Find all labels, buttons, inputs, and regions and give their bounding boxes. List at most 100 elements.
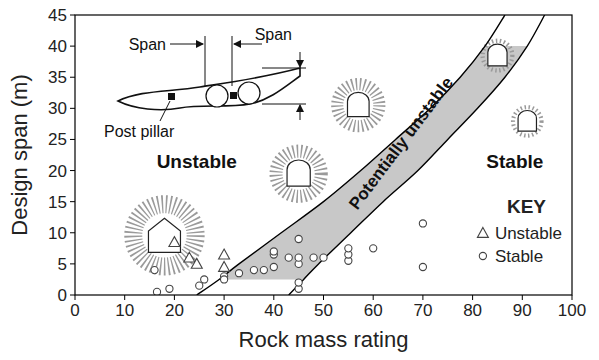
- y-tick: [70, 232, 75, 233]
- dimension-line: [205, 36, 206, 86]
- x-axis-title: Rock mass rating: [239, 327, 409, 352]
- orebody-outline: [118, 68, 300, 110]
- unstable-point: [169, 237, 180, 247]
- stable-point: [201, 276, 208, 283]
- stable-point: [166, 285, 173, 292]
- x-tick-label: 0: [70, 301, 79, 320]
- dimension-line: [232, 36, 233, 86]
- y-tick-label: 25: [48, 130, 67, 149]
- y-tick-label: 45: [48, 6, 67, 25]
- x-tick: [174, 295, 175, 300]
- icon-halo: [276, 151, 321, 196]
- y-tick-label: 40: [48, 37, 67, 56]
- y-tick-label: 15: [48, 193, 67, 212]
- y-tick: [70, 295, 75, 296]
- x-tick: [75, 295, 76, 300]
- x-tick: [472, 295, 473, 300]
- boundary-curve: [289, 15, 545, 295]
- y-tick: [70, 108, 75, 109]
- stable-point: [295, 279, 302, 286]
- x-tick: [273, 295, 274, 300]
- inset-label: Span: [129, 36, 166, 53]
- opening: [238, 82, 260, 104]
- stable-point: [295, 254, 302, 261]
- leader-line: [160, 101, 170, 121]
- x-tick-label: 50: [314, 301, 333, 320]
- stable-point: [151, 267, 158, 274]
- inset-diagram: SpanSpanPost pillar: [104, 26, 306, 140]
- y-tick: [70, 77, 75, 78]
- stable-point: [419, 263, 426, 270]
- annotation-unstable: Unstable: [157, 151, 237, 172]
- x-tick-label: 40: [264, 301, 283, 320]
- stable-point: [260, 267, 267, 274]
- stable-point: [285, 254, 292, 261]
- y-tick: [70, 263, 75, 264]
- tunnel-icon: [337, 84, 379, 126]
- stable-point: [153, 288, 160, 295]
- x-tick: [422, 295, 423, 300]
- y-tick: [70, 15, 75, 16]
- stable-point: [270, 263, 277, 270]
- y-tick-label: 10: [48, 224, 67, 243]
- y-tick: [70, 201, 75, 202]
- icon-halo: [513, 107, 542, 136]
- unstable-point: [219, 262, 230, 272]
- band-label: Potentially unstable: [345, 73, 457, 213]
- icon-opening: [347, 92, 369, 116]
- unstable-point: [219, 249, 230, 259]
- stable-point: [295, 235, 302, 242]
- legend: UnstableStableKEY: [477, 196, 562, 266]
- stable-point: [235, 270, 242, 277]
- icon-opening: [488, 44, 507, 66]
- icon-opening: [148, 218, 180, 252]
- y-tick-label: 5: [58, 255, 67, 274]
- legend-marker: [477, 228, 488, 238]
- y-tick: [70, 46, 75, 47]
- y-tick-label: 20: [48, 162, 67, 181]
- x-tick: [373, 295, 374, 300]
- arrow-head: [233, 40, 241, 48]
- x-tick: [522, 295, 523, 300]
- x-tick: [124, 295, 125, 300]
- stable-point: [250, 267, 257, 274]
- icon-halo: [337, 84, 379, 126]
- legend-label: Stable: [495, 247, 543, 266]
- dimension-line: [262, 68, 306, 69]
- legend-marker: [479, 252, 486, 259]
- x-tick-label: 90: [513, 301, 532, 320]
- unstable-point: [191, 258, 202, 268]
- arrow-head: [296, 104, 304, 112]
- annotation-stable: Stable: [486, 151, 543, 172]
- x-tick-label: 30: [215, 301, 234, 320]
- x-tick-label: 20: [165, 301, 184, 320]
- x-tick: [224, 295, 225, 300]
- y-tick: [70, 139, 75, 140]
- icon-opening: [518, 110, 536, 131]
- boundary-curve: [197, 15, 505, 295]
- legend-label: Unstable: [495, 224, 562, 243]
- x-tick-label: 100: [558, 301, 586, 320]
- stable-point: [370, 245, 377, 252]
- tunnel-icon: [133, 204, 195, 266]
- post-pillar: [168, 93, 175, 100]
- stable-point: [270, 248, 277, 255]
- x-tick: [572, 295, 573, 300]
- stable-point: [320, 254, 327, 261]
- chart: 0102030405060708090100051015202530354045…: [0, 0, 599, 360]
- plot-frame: [75, 15, 572, 295]
- y-axis-title: Design span (m): [7, 74, 32, 235]
- inset-label: Span: [255, 26, 292, 43]
- stable-point: [196, 282, 203, 289]
- y-tick-label: 30: [48, 99, 67, 118]
- y-tick-label: 0: [58, 286, 67, 305]
- stable-point: [419, 220, 426, 227]
- stable-point: [221, 276, 228, 283]
- tunnel-icon: [483, 41, 513, 71]
- y-tick-label: 35: [48, 68, 67, 87]
- x-tick: [323, 295, 324, 300]
- x-tick-label: 60: [364, 301, 383, 320]
- plot-area: [133, 15, 544, 295]
- x-tick-label: 10: [115, 301, 134, 320]
- stable-point: [345, 245, 352, 252]
